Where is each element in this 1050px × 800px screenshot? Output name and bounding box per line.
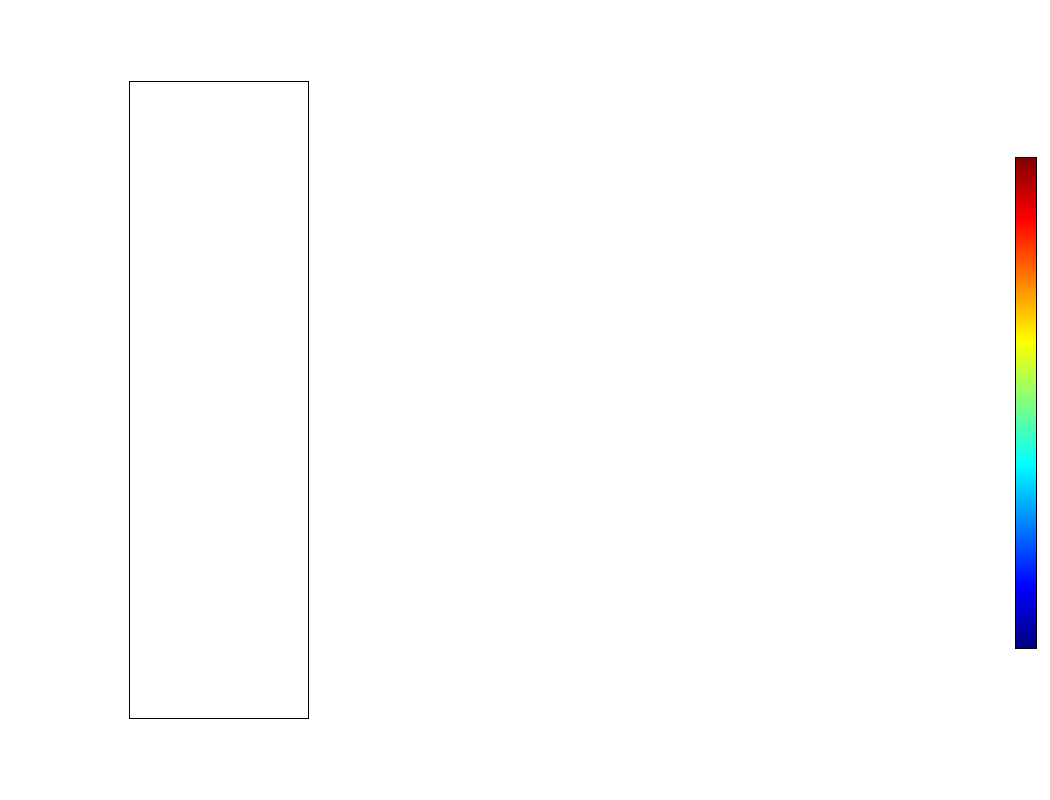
colorbar-label xyxy=(958,358,974,448)
phase-heatmap-canvas xyxy=(130,82,308,718)
colorbar xyxy=(1015,157,1037,649)
y-axis-label xyxy=(85,360,101,440)
phase-waterfall-panel xyxy=(129,81,309,719)
